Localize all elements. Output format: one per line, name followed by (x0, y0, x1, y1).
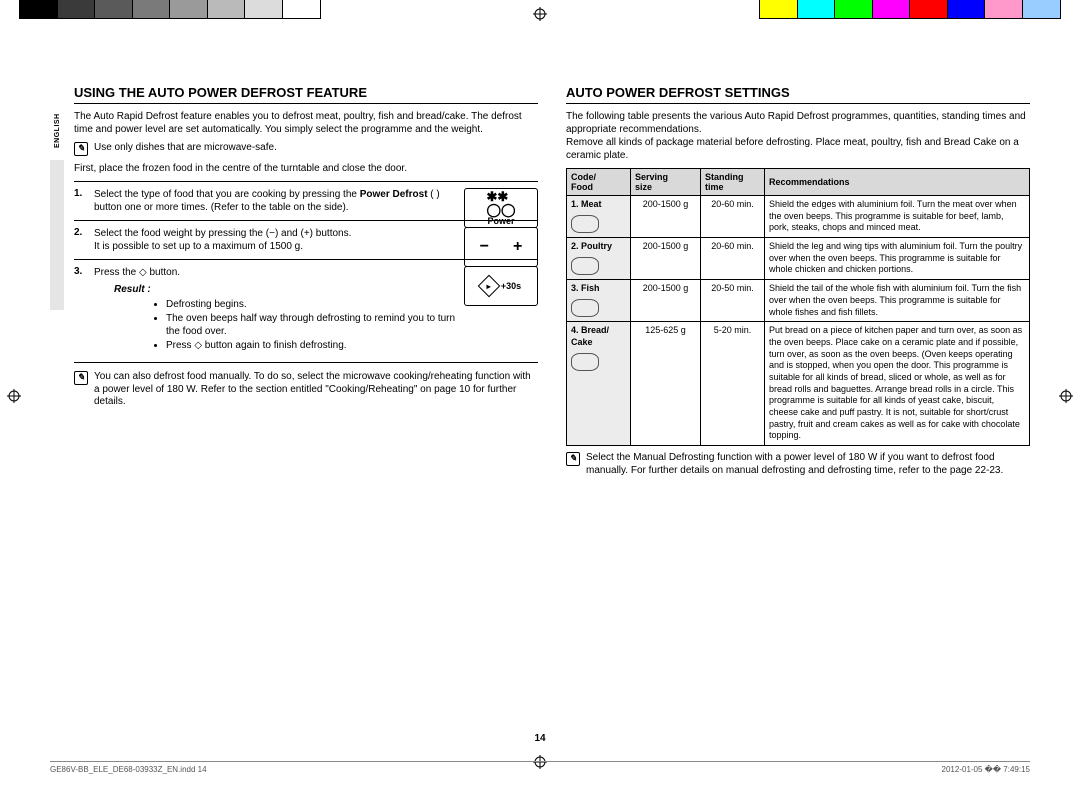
cell-code: 2. Poultry (567, 238, 631, 280)
right-column: AUTO POWER DEFROST SETTINGS The followin… (566, 55, 1030, 737)
table-row: 4. Bread/Cake125-625 g5-20 min.Put bread… (567, 322, 1030, 446)
note-text: Select the Manual Defrosting function wi… (586, 452, 1030, 477)
left-heading: USING THE AUTO POWER DEFROST FEATURE (74, 85, 538, 104)
color-calibration-bar-left (20, 0, 320, 18)
registration-mark-left (6, 388, 22, 404)
page-content: USING THE AUTO POWER DEFROST FEATURE The… (50, 55, 1030, 737)
footer: GE86V-BB_ELE_DE68-03933Z_EN.indd 14 2012… (50, 761, 1030, 774)
cell-code: 4. Bread/Cake (567, 322, 631, 446)
food-icon (571, 353, 599, 371)
cell-standing: 20-60 min. (701, 238, 765, 280)
start-30s-button[interactable]: ▸ +30s (464, 266, 538, 306)
right-heading: AUTO POWER DEFROST SETTINGS (566, 85, 1030, 104)
footer-filename: GE86V-BB_ELE_DE68-03933Z_EN.indd 14 (50, 765, 207, 774)
note-icon: ✎ (74, 142, 88, 156)
cell-rec: Shield the edges with aluminium foil. Tu… (765, 196, 1030, 238)
steps-list: 1. Select the type of food that you are … (74, 181, 538, 363)
cell-standing: 5-20 min. (701, 322, 765, 446)
defrost-icon: ✱✱◯◯ (486, 190, 515, 216)
step-1: 1. Select the type of food that you are … (74, 181, 538, 220)
note-microwave-safe: ✎ Use only dishes that are microwave-saf… (74, 142, 538, 156)
note-text: Use only dishes that are microwave-safe. (94, 142, 277, 156)
step-3: 3. Press the ◇ button. Result : Defrosti… (74, 259, 538, 363)
step-2: 2. Select the food weight by pressing th… (74, 220, 538, 259)
registration-mark-top (532, 6, 548, 22)
result-bullet: Press ◇ button again to finish defrostin… (166, 339, 458, 353)
left-column: USING THE AUTO POWER DEFROST FEATURE The… (50, 55, 538, 737)
table-row: 3. Fish200-1500 g20-50 min.Shield the ta… (567, 280, 1030, 322)
diamond-icon: ▸ (478, 275, 501, 298)
note-manual-defrost-right: ✎ Select the Manual Defrosting function … (566, 452, 1030, 477)
note-icon: ✎ (566, 452, 580, 466)
note-icon: ✎ (74, 371, 88, 385)
registration-mark-right (1058, 388, 1074, 404)
food-icon (571, 257, 599, 275)
cell-code: 1. Meat (567, 196, 631, 238)
result-bullet: Defrosting begins. (166, 298, 458, 312)
food-icon (571, 299, 599, 317)
cell-serving: 200-1500 g (631, 196, 701, 238)
cell-serving: 200-1500 g (631, 238, 701, 280)
th-serving: Serving size (631, 169, 701, 196)
plus-icon: + (513, 238, 522, 256)
result-bullets: Defrosting begins.The oven beeps half wa… (154, 298, 458, 352)
footer-timestamp: 2012-01-05 �� 7:49:15 (942, 765, 1030, 774)
cell-code: 3. Fish (567, 280, 631, 322)
step-3-num: 3. (74, 266, 88, 352)
th-code: Code/ Food (567, 169, 631, 196)
cell-serving: 200-1500 g (631, 280, 701, 322)
note-manual-defrost: ✎ You can also defrost food manually. To… (74, 371, 538, 409)
cell-rec: Shield the leg and wing tips with alumin… (765, 238, 1030, 280)
step-1-num: 1. (74, 188, 88, 214)
defrost-table: Code/ Food Serving size Standing time Re… (566, 168, 1030, 446)
color-calibration-bar-right (760, 0, 1060, 18)
th-rec: Recommendations (765, 169, 1030, 196)
step-2-num: 2. (74, 227, 88, 253)
th-standing: Standing time (701, 169, 765, 196)
result-label: Result : (114, 283, 458, 296)
table-row: 2. Poultry200-1500 g20-60 min.Shield the… (567, 238, 1030, 280)
cell-rec: Put bread on a piece of kitchen paper an… (765, 322, 1030, 446)
minus-icon: − (480, 238, 489, 256)
plus-30s-label: +30s (501, 281, 521, 291)
cell-rec: Shield the tail of the whole fish with a… (765, 280, 1030, 322)
cell-standing: 20-60 min. (701, 196, 765, 238)
first-para: First, place the frozen food in the cent… (74, 162, 538, 175)
right-intro: The following table presents the various… (566, 110, 1030, 162)
note-text: You can also defrost food manually. To d… (94, 371, 538, 409)
result-bullet: The oven beeps half way through defrosti… (166, 312, 458, 339)
cell-serving: 125-625 g (631, 322, 701, 446)
left-intro: The Auto Rapid Defrost feature enables y… (74, 110, 538, 136)
food-icon (571, 215, 599, 233)
cell-standing: 20-50 min. (701, 280, 765, 322)
page-number: 14 (0, 733, 1080, 744)
table-row: 1. Meat200-1500 g20-60 min.Shield the ed… (567, 196, 1030, 238)
